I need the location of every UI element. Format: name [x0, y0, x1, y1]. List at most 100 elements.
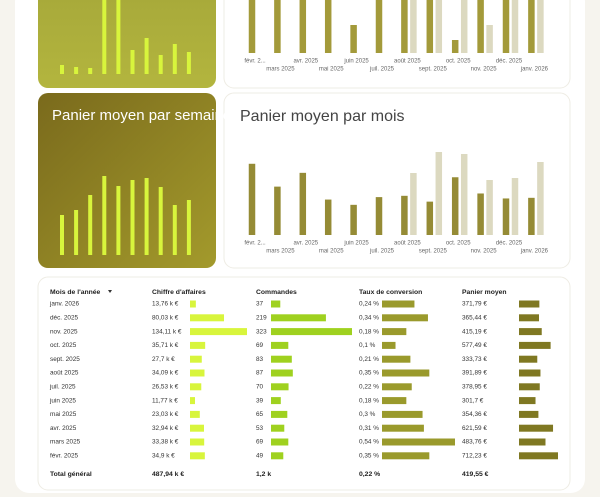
- cell-value: 134,11 k €: [152, 328, 182, 335]
- column-header: Chiffre d'affaires: [152, 289, 206, 296]
- bar: [144, 38, 149, 74]
- bar: [299, 172, 307, 235]
- cell-value: 11,77 k €: [152, 397, 178, 404]
- bar: [477, 0, 484, 53]
- cell-value: 301,7 €: [462, 397, 484, 404]
- x-tick-label: août 2025: [394, 59, 421, 65]
- bar: [172, 205, 177, 255]
- bar: [144, 178, 149, 255]
- row-label: déc. 2025: [50, 314, 79, 321]
- row-label: janv. 2026: [49, 301, 79, 308]
- cell-value: 333,73 €: [462, 356, 487, 363]
- row-label: sept. 2025: [50, 356, 80, 363]
- cell-value: 32,94 k €: [152, 425, 179, 432]
- cell-value: 0,3 %: [359, 411, 376, 418]
- cell-bar: [271, 424, 285, 432]
- cell-bar: [190, 355, 202, 363]
- bar: [451, 40, 459, 53]
- cell-value: 0,18 %: [359, 397, 379, 404]
- cell-bar: [271, 355, 292, 363]
- cell-bar: [382, 369, 430, 377]
- x-tick-label: sept. 2025: [419, 67, 448, 73]
- bar: [528, 197, 535, 235]
- bar: [274, 186, 281, 235]
- bar: [528, 0, 535, 53]
- bar: [502, 0, 510, 53]
- x-tick-label: avr. 2025: [293, 59, 318, 65]
- x-tick-label: juil. 2025: [369, 67, 395, 73]
- bar: [350, 204, 357, 235]
- bar: [486, 180, 493, 235]
- bar: [172, 44, 177, 74]
- cell-bar: [271, 314, 326, 322]
- cell-value: 365,44 €: [462, 314, 487, 321]
- bar: [350, 25, 357, 53]
- cell-bar: [190, 328, 247, 336]
- cell-bar: [382, 383, 412, 391]
- cell-value: 0,18 %: [359, 328, 379, 335]
- cell-bar: [519, 383, 540, 391]
- x-tick-label: nov. 2025: [471, 67, 498, 73]
- total-cell: 1,2 k: [256, 471, 271, 478]
- cell-bar: [519, 410, 539, 418]
- cell-bar: [190, 314, 225, 322]
- x-tick-label: avr. 2025: [293, 241, 318, 247]
- row-label: mars 2025: [50, 439, 81, 446]
- cell-bar: [519, 438, 546, 446]
- bar: [88, 68, 93, 74]
- cell-bar: [190, 424, 205, 432]
- bar: [186, 200, 191, 255]
- bar: [74, 210, 79, 255]
- cell-value: 37: [256, 301, 264, 308]
- cell-bar: [382, 397, 407, 405]
- cell-bar: [271, 369, 293, 377]
- x-tick-label: mars 2025: [266, 249, 295, 255]
- bar: [102, 0, 107, 74]
- bar: [410, 173, 417, 235]
- cell-bar: [382, 328, 407, 336]
- cell-bar: [382, 341, 396, 349]
- row-label: févr. 2025: [50, 452, 79, 459]
- cell-bar: [382, 424, 424, 432]
- cell-bar: [190, 452, 205, 460]
- x-tick-label: août 2025: [394, 241, 421, 247]
- row-label: nov. 2025: [50, 328, 78, 335]
- cell-bar: [382, 438, 455, 446]
- cell-bar: [519, 355, 538, 363]
- bar: [410, 0, 417, 53]
- bar: [60, 215, 64, 255]
- total-cell: Total général: [50, 471, 92, 478]
- cell-value: 70: [256, 383, 264, 390]
- bar: [477, 193, 484, 235]
- cell-value: 0,54 %: [359, 439, 379, 446]
- x-tick-label: déc. 2025: [496, 241, 523, 247]
- card-weekly: [38, 93, 216, 268]
- row-label: juil. 2025: [49, 383, 76, 390]
- total-cell: 0,22 %: [359, 471, 380, 478]
- x-tick-label: mai 2025: [319, 67, 344, 73]
- x-tick-label: déc. 2025: [496, 59, 523, 65]
- card-title: Panier moyen par mois: [240, 108, 405, 125]
- total-cell: 487,94 k €: [152, 471, 184, 478]
- x-tick-label: oct. 2025: [446, 59, 471, 65]
- column-header: Panier moyen: [462, 289, 507, 296]
- cell-bar: [190, 410, 200, 418]
- cell-value: 33,38 k €: [152, 439, 179, 446]
- cell-value: 483,76 €: [462, 439, 487, 446]
- cell-bar: [382, 452, 430, 460]
- cell-bar: [271, 300, 281, 308]
- cell-bar: [190, 438, 205, 446]
- x-tick-label: juin 2025: [343, 241, 369, 247]
- card-title: Panier moyen par semaine: [52, 107, 231, 124]
- cell-value: 69: [256, 439, 264, 446]
- cell-value: 371,79 €: [462, 301, 487, 308]
- row-label: juin 2025: [49, 397, 76, 404]
- cell-value: 0,21 %: [359, 356, 379, 363]
- x-tick-label: févr. 2...: [244, 241, 266, 247]
- bar: [401, 0, 408, 53]
- total-cell: 419,55 €: [462, 471, 489, 478]
- cell-bar: [271, 341, 289, 349]
- cell-value: 13,76 k €: [152, 301, 179, 308]
- row-label: oct. 2025: [50, 342, 77, 349]
